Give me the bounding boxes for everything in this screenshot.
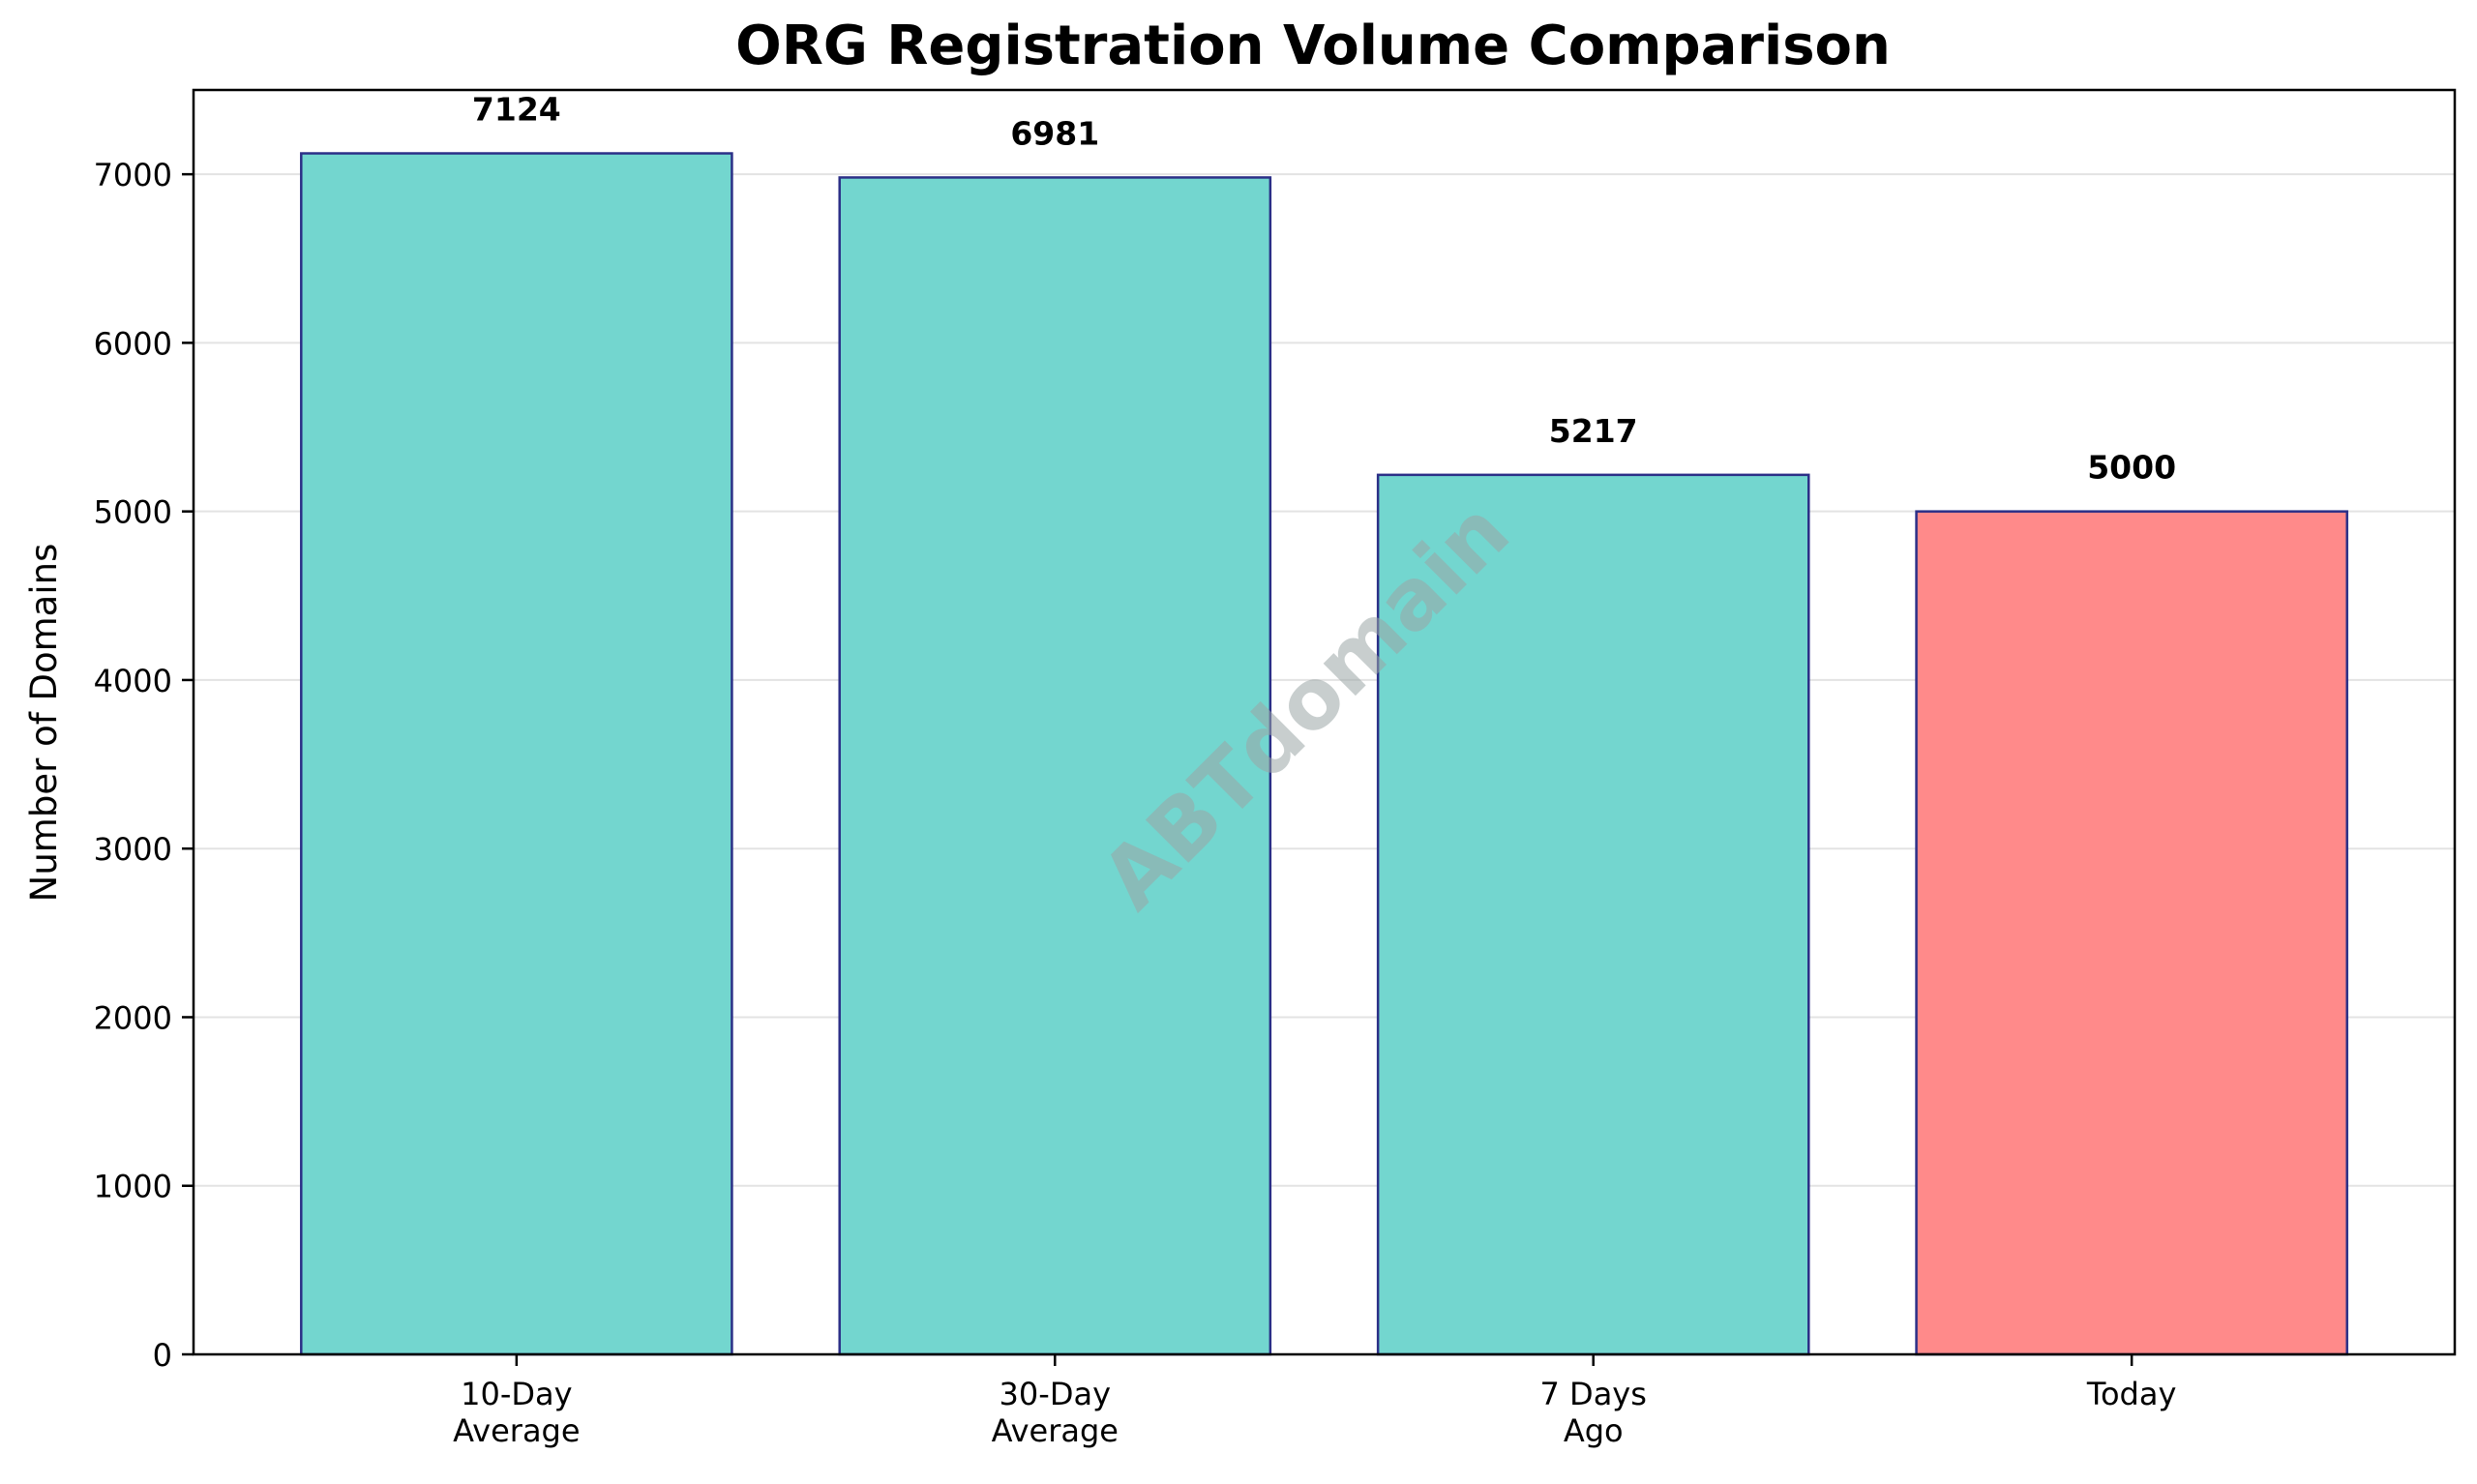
x-tick-label-line: Today bbox=[2086, 1376, 2177, 1412]
x-tick-label: 7 Days Ago bbox=[1540, 1376, 1647, 1449]
bar-value-label: 5000 bbox=[2087, 449, 2176, 487]
y-tick-label: 3000 bbox=[94, 831, 172, 868]
chart-title: ORG Registration Volume Comparison bbox=[735, 15, 1891, 77]
y-tick-label: 6000 bbox=[94, 325, 172, 362]
x-tick-label-line: Ago bbox=[1564, 1412, 1624, 1449]
x-tick-label-line: Average bbox=[453, 1412, 580, 1449]
bar-value-label: 6981 bbox=[1010, 114, 1099, 152]
y-tick-label: 5000 bbox=[94, 494, 172, 531]
x-tick-label: 10-Day Average bbox=[453, 1376, 580, 1449]
y-tick-label: 7000 bbox=[94, 157, 172, 193]
y-tick-label: 2000 bbox=[94, 999, 172, 1036]
y-tick-label: 1000 bbox=[94, 1169, 172, 1205]
y-tick-label: 4000 bbox=[94, 663, 172, 699]
bar-value-label: 7124 bbox=[472, 91, 561, 129]
bar-value-label: 5217 bbox=[1549, 412, 1638, 450]
y-axis-ticks: 0 1000 2000 3000 4000 5000 6000 7000 bbox=[94, 157, 194, 1374]
y-tick-label: 0 bbox=[153, 1337, 172, 1374]
x-tick-label-line: Average bbox=[992, 1412, 1119, 1449]
y-axis-label: Number of Domains bbox=[23, 544, 65, 903]
x-tick-label: Today bbox=[2086, 1376, 2177, 1412]
bar bbox=[838, 176, 1272, 1356]
x-tick-label-line: 10-Day bbox=[461, 1376, 572, 1412]
bar bbox=[1915, 510, 2348, 1356]
x-tick-label: 30-Day Average bbox=[992, 1376, 1119, 1449]
x-tick-label-line: 7 Days bbox=[1540, 1376, 1647, 1412]
plot-frame bbox=[192, 88, 2457, 1356]
x-tick-label-line: 30-Day bbox=[1000, 1376, 1111, 1412]
bar bbox=[300, 152, 733, 1356]
value-labels: 7124 6981 5217 5000 bbox=[472, 91, 2176, 487]
